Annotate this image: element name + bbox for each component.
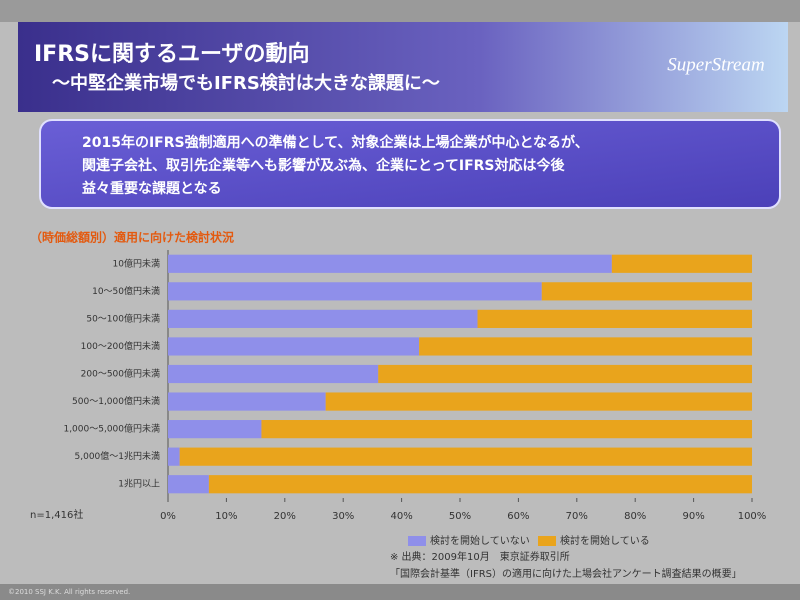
legend-label: 検討を開始していない bbox=[430, 534, 530, 547]
bar-segment bbox=[378, 364, 752, 384]
y-tick-label: 50～100億円未満 bbox=[86, 312, 160, 324]
message-line: 関連子会社、取引先企業等へも影響が及ぶ為、企業にとってIFRS対応は今後 bbox=[82, 157, 566, 174]
top-band bbox=[0, 0, 800, 22]
y-tick-label: 1,000～5,000億円未満 bbox=[63, 423, 160, 435]
logo: SuperStream bbox=[667, 54, 764, 75]
bar-segment bbox=[168, 392, 326, 411]
bar-segment bbox=[168, 309, 478, 328]
footer: ©2010 SSJ K.K. All rights reserved. bbox=[8, 588, 130, 596]
header bbox=[18, 22, 788, 112]
x-tick-label: 60% bbox=[507, 511, 529, 522]
x-tick-label: 20% bbox=[274, 511, 296, 522]
y-tick-label: 10億円未満 bbox=[113, 257, 160, 269]
bar-segment bbox=[541, 282, 752, 301]
x-tick-label: 90% bbox=[682, 511, 704, 522]
x-tick-label: 10% bbox=[215, 511, 237, 522]
bar-segment bbox=[168, 337, 420, 356]
x-tick-label: 100% bbox=[738, 511, 767, 522]
x-tick-label: 80% bbox=[624, 511, 646, 522]
bar-segment bbox=[168, 475, 209, 494]
bar-segment bbox=[168, 447, 180, 466]
x-tick-label: 0% bbox=[160, 511, 176, 522]
x-tick-label: 70% bbox=[566, 511, 588, 522]
bar-segment bbox=[168, 254, 612, 273]
message-box bbox=[39, 119, 781, 209]
bar-segment bbox=[419, 337, 752, 356]
legend-label: 検討を開始している bbox=[560, 534, 650, 547]
bar-segment bbox=[611, 254, 752, 273]
note: n=1,416社 bbox=[30, 508, 83, 521]
source: 「国際会計基準（IFRS）の適用に向けた上場会社アンケート調査結果の概要」 bbox=[390, 567, 742, 580]
bar-segment bbox=[168, 420, 262, 439]
bar-segment bbox=[179, 447, 752, 466]
bar-segment bbox=[168, 364, 379, 384]
x-tick-label: 40% bbox=[390, 511, 412, 522]
y-tick-label: 1兆円以上 bbox=[118, 479, 160, 490]
y-tick-label: 10～50億円未満 bbox=[92, 285, 160, 297]
title: IFRSに関するユーザの動向 bbox=[34, 41, 310, 67]
bar-segment bbox=[208, 475, 752, 494]
message-line: 益々重要な課題となる bbox=[82, 180, 222, 197]
chart-title: （時価総額別）適用に向けた検討状況 bbox=[30, 230, 234, 245]
subtitle: ～中堅企業市場でもIFRS検討は大きな課題に～ bbox=[52, 72, 440, 94]
bar-segment bbox=[261, 420, 752, 439]
x-tick-label: 50% bbox=[449, 511, 471, 522]
legend-swatch bbox=[408, 536, 426, 546]
y-tick-label: 500～1,000億円未満 bbox=[72, 395, 160, 407]
source: ※ 出典：2009年10月 東京証券取引所 bbox=[390, 550, 570, 563]
footer-band bbox=[0, 584, 800, 600]
message-line: 2015年のIFRS強制適用への準備として、対象企業は上場企業が中心となるが、 bbox=[82, 134, 589, 151]
legend-swatch bbox=[538, 536, 556, 546]
y-tick-label: 200～500億円未満 bbox=[81, 368, 160, 380]
bar-segment bbox=[325, 392, 752, 411]
bar-segment bbox=[168, 282, 542, 301]
y-tick-label: 5,000億～1兆円未満 bbox=[75, 450, 161, 462]
y-tick-label: 100～200億円未満 bbox=[81, 340, 160, 352]
x-tick-label: 30% bbox=[332, 511, 354, 522]
bar-segment bbox=[477, 309, 752, 328]
